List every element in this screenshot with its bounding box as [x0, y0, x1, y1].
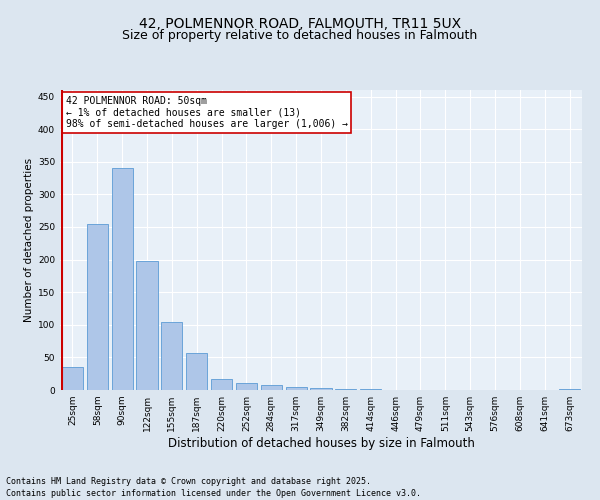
Text: Contains HM Land Registry data © Crown copyright and database right 2025.: Contains HM Land Registry data © Crown c…: [6, 478, 371, 486]
Bar: [112, 168, 133, 390]
Bar: [286, 386, 307, 390]
Bar: [211, 379, 232, 390]
X-axis label: Distribution of detached houses by size in Falmouth: Distribution of detached houses by size …: [167, 437, 475, 450]
Y-axis label: Number of detached properties: Number of detached properties: [24, 158, 34, 322]
Text: Contains public sector information licensed under the Open Government Licence v3: Contains public sector information licen…: [6, 489, 421, 498]
Bar: [236, 384, 257, 390]
Bar: [186, 353, 207, 390]
Bar: [62, 367, 83, 390]
Bar: [136, 261, 158, 390]
Bar: [161, 322, 182, 390]
Text: Size of property relative to detached houses in Falmouth: Size of property relative to detached ho…: [122, 29, 478, 42]
Text: 42 POLMENNOR ROAD: 50sqm
← 1% of detached houses are smaller (13)
98% of semi-de: 42 POLMENNOR ROAD: 50sqm ← 1% of detache…: [65, 96, 347, 129]
Bar: [310, 388, 332, 390]
Bar: [87, 224, 108, 390]
Bar: [261, 386, 282, 390]
Text: 42, POLMENNOR ROAD, FALMOUTH, TR11 5UX: 42, POLMENNOR ROAD, FALMOUTH, TR11 5UX: [139, 18, 461, 32]
Bar: [559, 388, 580, 390]
